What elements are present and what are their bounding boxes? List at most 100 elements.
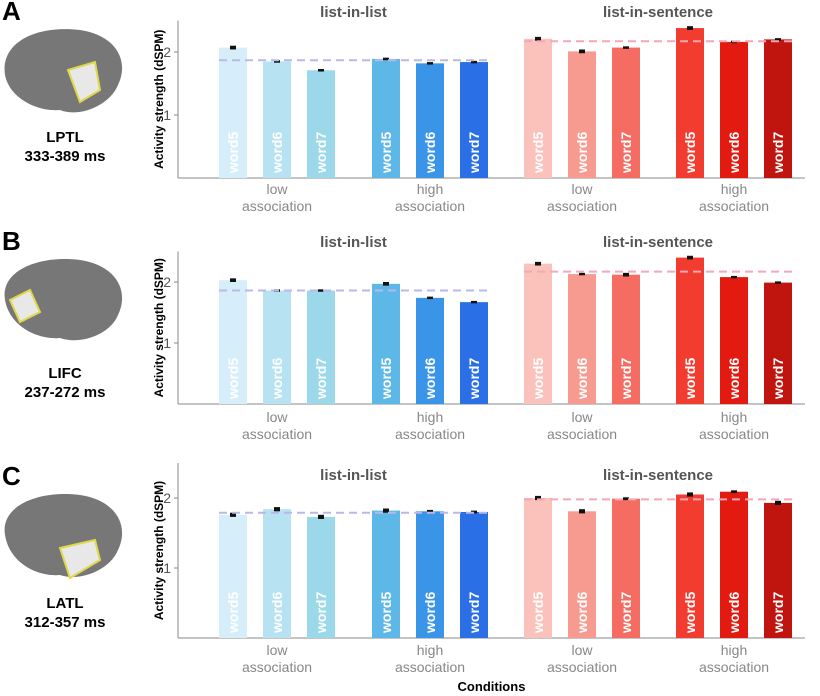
subgroup-label: association	[699, 198, 769, 214]
bar-label: word7	[313, 358, 329, 400]
subgroup-label: low	[571, 181, 593, 197]
subgroup-label: association	[547, 659, 617, 675]
bar-label: word6	[726, 358, 742, 400]
error-bar	[535, 36, 541, 41]
error-bar	[775, 500, 781, 505]
y-axis-label: Activity strength (dSPM)	[152, 30, 166, 169]
bar	[219, 514, 247, 638]
error-bar	[318, 514, 324, 519]
y-tick-label: 1	[163, 107, 171, 123]
bar-label: word7	[618, 132, 634, 174]
brain-c	[4, 494, 123, 580]
bar-label: word5	[682, 132, 698, 174]
error-bar	[471, 300, 477, 304]
bar	[568, 274, 596, 404]
error-bar	[579, 272, 585, 276]
bar	[676, 494, 704, 638]
error-bar	[230, 45, 236, 50]
bar-label: word6	[269, 592, 285, 634]
error-bar	[623, 272, 629, 277]
error-bar	[535, 261, 541, 266]
bar	[263, 509, 291, 638]
subgroup-label: low	[266, 642, 288, 658]
bar	[307, 70, 335, 178]
bar-label: word6	[574, 592, 590, 634]
error-bar	[579, 509, 585, 514]
group-title: list-in-list	[320, 4, 387, 21]
subgroup-label: high	[721, 409, 747, 425]
bar-label: word5	[682, 358, 698, 400]
subgroup-label: low	[266, 409, 288, 425]
bar-label: word5	[378, 132, 394, 174]
error-bar	[579, 49, 585, 54]
bar	[416, 511, 444, 638]
error-bar	[623, 497, 629, 501]
error-bar	[731, 275, 737, 279]
bar-label: word7	[770, 132, 786, 174]
subgroup-label: association	[699, 426, 769, 442]
error-bar	[427, 296, 433, 300]
x-axis-label: Conditions	[458, 679, 526, 694]
bar-label: word6	[422, 592, 438, 634]
error-bar	[775, 281, 781, 284]
bar-label: word5	[378, 358, 394, 400]
bar	[219, 47, 247, 179]
subgroup-label: association	[395, 659, 465, 675]
error-bar	[383, 282, 389, 286]
time-label: 333-389 ms	[25, 148, 106, 165]
bar-label: word7	[313, 132, 329, 174]
error-bar	[775, 38, 781, 41]
subgroup-label: association	[242, 659, 312, 675]
region-label: LPTL	[46, 129, 84, 146]
error-bar	[687, 492, 693, 497]
bar	[524, 263, 552, 404]
subgroup-label: association	[242, 426, 312, 442]
error-bar	[274, 507, 280, 512]
bar-label: word7	[618, 592, 634, 634]
bar	[764, 502, 792, 638]
group-title: list-in-sentence	[603, 234, 713, 251]
bar-label: word7	[466, 592, 482, 634]
bar	[524, 498, 552, 638]
bar-label: word7	[618, 358, 634, 400]
bar	[460, 62, 488, 178]
y-tick-label: 2	[163, 490, 171, 506]
subgroup-label: association	[699, 659, 769, 675]
bar-label: word7	[770, 592, 786, 634]
bar	[764, 282, 792, 404]
brain-a	[4, 29, 123, 113]
bar	[676, 257, 704, 404]
subgroup-label: association	[395, 426, 465, 442]
bar-label: word6	[422, 358, 438, 400]
bar	[416, 297, 444, 404]
error-bar	[427, 62, 433, 65]
error-bar	[230, 512, 236, 517]
region-label: LATL	[46, 595, 83, 612]
group-title: list-in-sentence	[603, 4, 713, 21]
subgroup-label: high	[417, 642, 443, 658]
bar	[263, 290, 291, 404]
bar	[612, 498, 640, 638]
bar	[307, 516, 335, 638]
bar	[219, 280, 247, 404]
bar-label: word6	[726, 592, 742, 634]
bar-label: word5	[530, 592, 546, 634]
bar-label: word5	[530, 132, 546, 174]
bar-label: word6	[726, 132, 742, 174]
bar-label: word7	[770, 358, 786, 400]
bar-label: word5	[225, 592, 241, 634]
brain-b	[4, 259, 123, 341]
y-tick-label: 1	[163, 560, 171, 576]
error-bar	[687, 26, 693, 30]
subgroup-label: high	[417, 181, 443, 197]
error-bar	[535, 495, 541, 501]
bar	[372, 58, 400, 178]
y-axis-label: Activity strength (dSPM)	[152, 258, 166, 397]
subgroup-label: association	[242, 198, 312, 214]
group-title: list-in-sentence	[603, 467, 713, 484]
panel-letter: A	[2, 0, 21, 26]
bar-label: word5	[225, 132, 241, 174]
bar-label: word5	[378, 592, 394, 634]
error-bar	[230, 278, 236, 282]
bar	[720, 491, 748, 638]
